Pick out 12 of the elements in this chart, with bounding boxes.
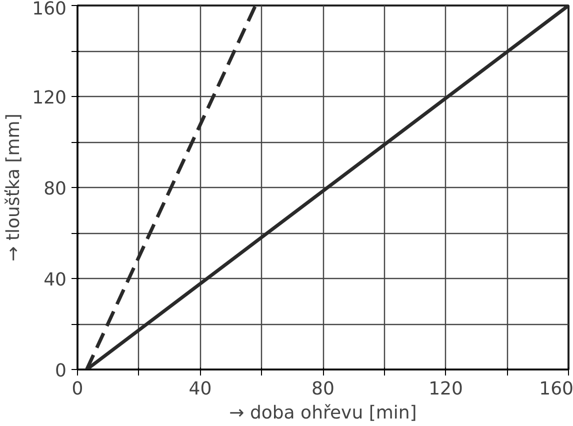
y-tick-label: 40 — [44, 270, 66, 290]
y-tick-label: 160 — [32, 0, 67, 20]
x-tick-label: 80 — [312, 378, 334, 400]
y-tick-label: 120 — [32, 88, 67, 108]
y-tick-label: 80 — [44, 178, 66, 200]
x-tick-label: 40 — [188, 378, 212, 400]
x-axis-title: → doba ohřevu [min] — [229, 402, 417, 424]
x-tick-label: 160 — [539, 378, 573, 400]
y-tick-label: 0 — [55, 360, 66, 382]
x-tick-label: 120 — [428, 378, 463, 400]
x-tick-label: 0 — [72, 378, 84, 400]
y-axis-title: → tloušťka [mm] — [3, 114, 24, 262]
